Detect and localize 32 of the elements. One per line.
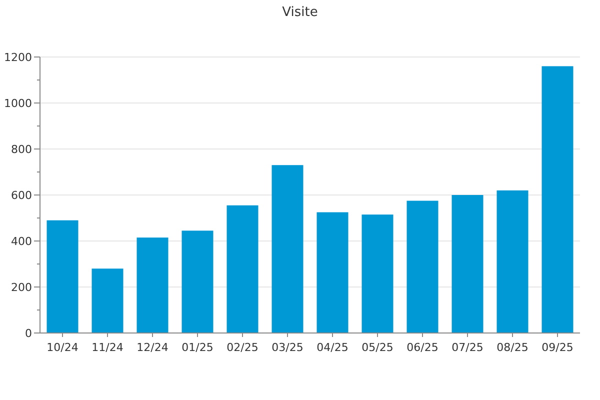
bar	[316, 212, 348, 333]
y-tick-label: 1000	[4, 96, 32, 110]
y-tick-label: 200	[11, 280, 32, 294]
x-tick-label: 08/25	[496, 341, 528, 354]
y-tick-label: 800	[11, 142, 32, 156]
x-tick-label: 03/25	[272, 341, 304, 354]
bar	[452, 195, 484, 333]
y-tick-label: 0	[25, 326, 32, 340]
x-tick-label: 06/25	[406, 341, 438, 354]
bar	[46, 220, 78, 333]
x-tick-label: 09/25	[542, 341, 574, 354]
bar	[226, 205, 258, 333]
x-tick-label: 05/25	[362, 341, 394, 354]
bar	[136, 238, 168, 333]
bar	[362, 214, 394, 333]
bar	[272, 165, 304, 333]
chart-title: Visite	[282, 5, 318, 20]
x-tick-label: 11/24	[92, 341, 124, 354]
bar	[92, 268, 124, 333]
bar	[496, 190, 528, 333]
y-tick-label: 600	[11, 188, 32, 202]
x-tick-label: 02/25	[226, 341, 258, 354]
x-tick-label: 04/25	[316, 341, 348, 354]
bar	[182, 230, 214, 333]
y-tick-label: 1200	[4, 50, 32, 64]
bar	[542, 66, 574, 333]
x-tick-label: 01/25	[182, 341, 214, 354]
y-tick-label: 400	[11, 234, 32, 248]
x-tick-label: 07/25	[452, 341, 484, 354]
x-tick-label: 12/24	[136, 341, 168, 354]
bar	[406, 200, 438, 333]
x-tick-label: 10/24	[46, 341, 78, 354]
